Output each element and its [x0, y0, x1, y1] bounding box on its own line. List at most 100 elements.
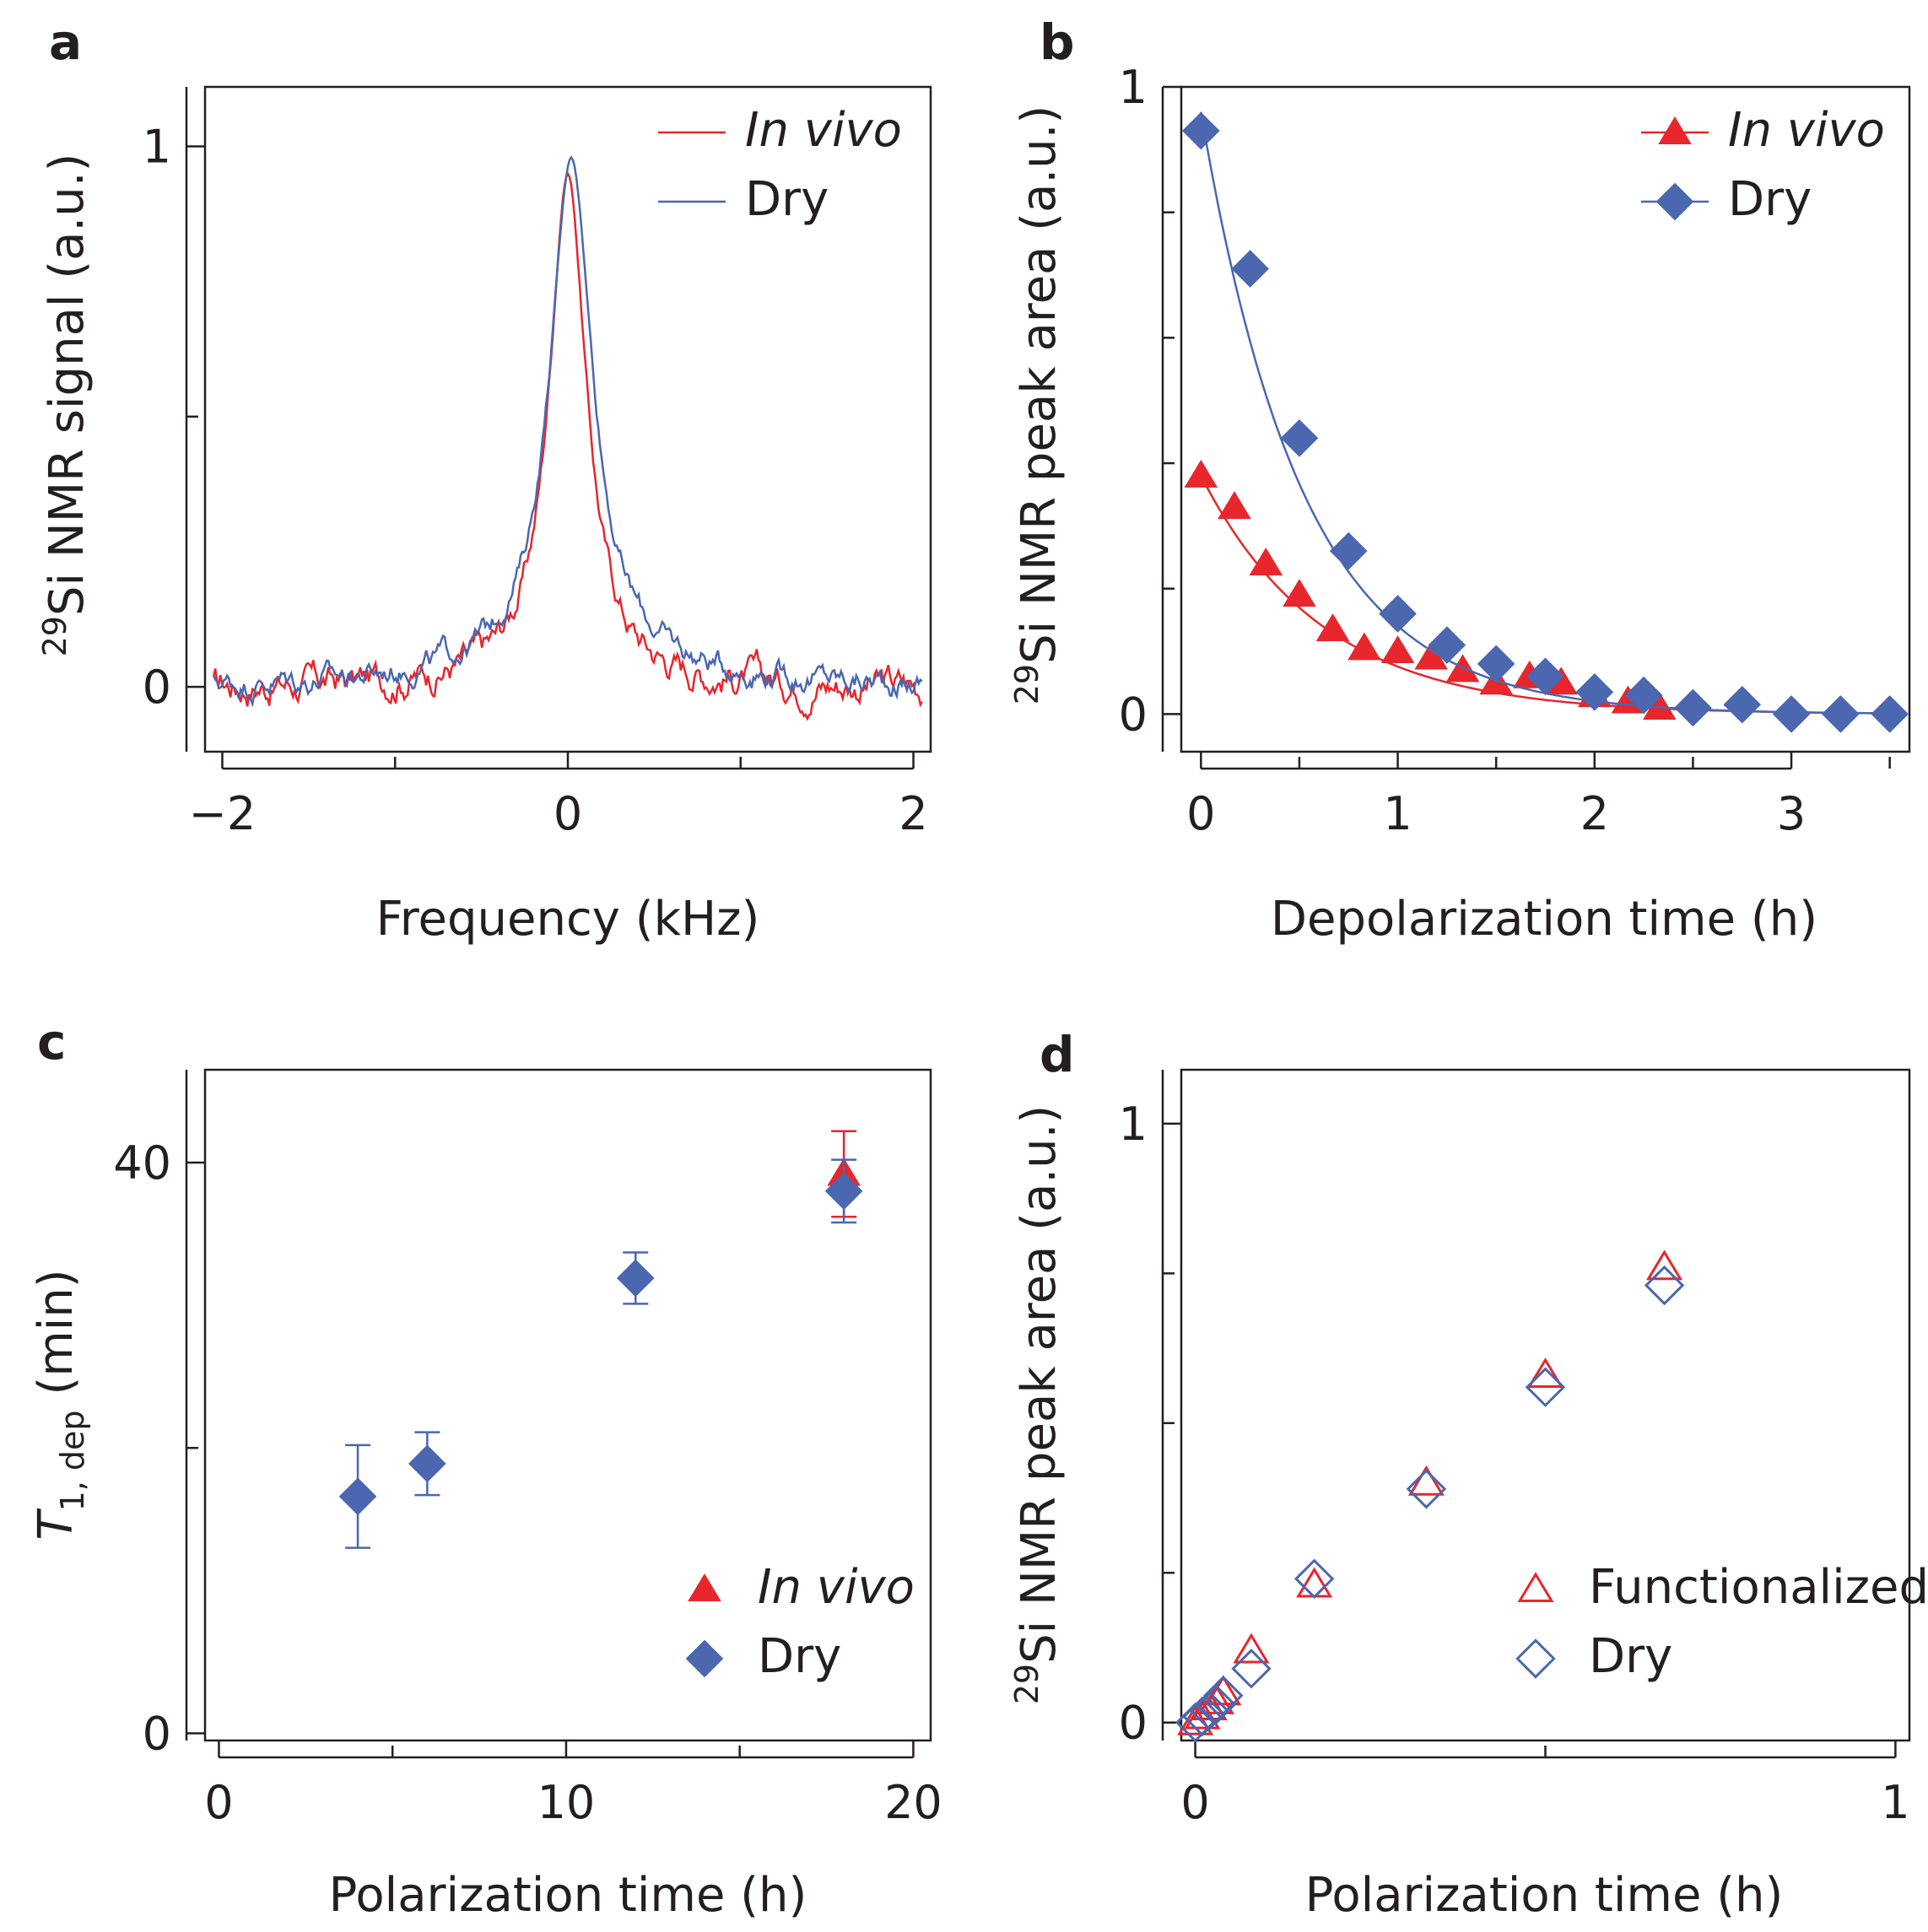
- y-axis-label-superscript: 29: [1008, 1664, 1045, 1704]
- data-point-dry: [1526, 657, 1564, 696]
- data-point-dry: [1196, 1684, 1237, 1725]
- y-tick-label: 1: [143, 120, 171, 173]
- legend-label: In vivo: [745, 103, 902, 158]
- data-point-dry: [338, 1477, 377, 1516]
- y-axis-label-superscript: 29: [1008, 664, 1045, 704]
- series-line-1: [213, 155, 923, 708]
- x-axis-label: Polarization time (h): [1305, 1868, 1784, 1923]
- data-point-in-vivo: [1249, 548, 1283, 575]
- y-axis-label-text: Si NMR peak area (a.u.): [1012, 105, 1067, 664]
- data-point-dry: [1871, 695, 1909, 733]
- data-point-dry: [1644, 1265, 1685, 1306]
- x-tick-label: −2: [189, 787, 257, 840]
- data-point-dry: [1280, 418, 1319, 457]
- x-axis-label: Depolarization time (h): [1271, 892, 1817, 947]
- series-line-0: [212, 171, 923, 721]
- data-point-functionalized: [1205, 1675, 1242, 1706]
- data-point-dry: [824, 1172, 863, 1211]
- data-point-dry: [408, 1444, 446, 1483]
- x-tick-label: 2: [899, 787, 927, 840]
- chart-panel-b: 0 1 2 3 0 1 Depolarization time (h) 29Si NMR pe…: [1008, 61, 1911, 947]
- chart-panel-a: −2 0 2 0 1 Frequency (kHz) 29Si NMR signal (a.…: [36, 85, 932, 947]
- data-point-functionalized: [1296, 1567, 1333, 1598]
- data-point-dry: [1293, 1558, 1335, 1600]
- legend-swatch-marker: [1517, 1572, 1554, 1602]
- y-tick-label: 0: [143, 661, 171, 714]
- legend-swatch-marker: [1655, 182, 1694, 221]
- data-point-dry: [1575, 673, 1614, 711]
- data-point-in-vivo: [1380, 635, 1415, 664]
- data-point-dry: [1182, 111, 1220, 150]
- y-axis-label-text: (min): [29, 1269, 84, 1410]
- y-tick-label: 0: [143, 1708, 171, 1761]
- legend-swatch-marker: [688, 1573, 721, 1601]
- plot-frame: [203, 1068, 932, 1742]
- plot-frame: [1180, 1068, 1911, 1742]
- data-point-in-vivo: [1184, 459, 1218, 488]
- data-point-dry: [1329, 532, 1368, 570]
- data-point-in-vivo: [1218, 491, 1251, 520]
- y-axis-label-superscript: 29: [36, 616, 73, 656]
- y-axis-label: T1, dep (min): [29, 1269, 91, 1540]
- legend-label: Dry: [745, 172, 829, 227]
- data-point-dry: [1406, 1469, 1447, 1509]
- x-tick-label: 2: [1580, 787, 1609, 840]
- data-point-dry: [1723, 685, 1762, 724]
- y-tick-label: 1: [1119, 1098, 1148, 1151]
- chart-panel-c: 0 10 20 0 40 Polarization time (h) T1, dep (mi…: [29, 1068, 942, 1923]
- panel-label-a: a: [49, 13, 82, 71]
- data-point-dry: [616, 1259, 655, 1298]
- chart-panel-d: 0 1 0 1 Polarization time (h) 29Si NMR peak a…: [1008, 1068, 1928, 1923]
- y-tick-label: 0: [1119, 688, 1148, 741]
- legend-swatch-marker: [1515, 1638, 1556, 1679]
- data-point-functionalized: [1233, 1632, 1270, 1664]
- y-tick-label: 0: [1119, 1697, 1148, 1750]
- data-point-dry: [1525, 1367, 1566, 1407]
- y-axis-label-text: Si NMR peak area (a.u.): [1012, 1105, 1067, 1664]
- data-point-dry: [1231, 1649, 1272, 1689]
- y-tick-label: 1: [1119, 61, 1148, 114]
- x-tick-label: 1: [1383, 787, 1412, 840]
- legend-label: In vivo: [1728, 103, 1885, 158]
- data-point-dry: [1772, 695, 1811, 733]
- y-tick-label: 40: [113, 1136, 171, 1190]
- legend-label: Dry: [1589, 1629, 1672, 1684]
- y-axis-label: 29Si NMR peak area (a.u.): [1008, 105, 1067, 705]
- y-axis-label: 29Si NMR signal (a.u.): [36, 154, 95, 657]
- x-tick-label: 20: [884, 1776, 942, 1829]
- data-point-dry: [1477, 645, 1515, 683]
- x-tick-label: 0: [204, 1776, 233, 1829]
- data-point-in-vivo: [1315, 613, 1350, 642]
- y-axis-label-subscript: 1, dep: [54, 1410, 91, 1511]
- y-axis-label-text: Si NMR signal (a.u.): [40, 154, 95, 616]
- data-point-in-vivo: [1347, 632, 1381, 661]
- legend-swatch-marker: [685, 1639, 724, 1678]
- data-point-dry: [1674, 688, 1712, 727]
- data-point-functionalized: [1526, 1357, 1564, 1389]
- x-tick-label: 1: [1881, 1776, 1909, 1829]
- x-tick-label: 0: [554, 787, 582, 840]
- data-point-dry: [1624, 676, 1663, 715]
- x-tick-label: 0: [1186, 787, 1215, 840]
- plot-frame: [1180, 85, 1911, 753]
- legend-label: Dry: [758, 1629, 841, 1684]
- data-point-functionalized: [1646, 1249, 1683, 1281]
- legend-label: Functionalized: [1589, 1560, 1928, 1615]
- legend-label: Dry: [1728, 172, 1812, 227]
- x-axis-label: Frequency (kHz): [376, 892, 760, 947]
- x-tick-label: 0: [1180, 1776, 1209, 1829]
- data-point-in-vivo: [1283, 579, 1316, 607]
- panel-label-c: c: [37, 1013, 66, 1071]
- y-axis-label-symbol: T: [29, 1508, 84, 1541]
- legend-swatch-marker: [1658, 116, 1692, 144]
- data-point-dry: [1231, 250, 1269, 288]
- data-point-dry: [1203, 1676, 1244, 1716]
- y-axis-label: 29Si NMR peak area (a.u.): [1008, 1105, 1067, 1705]
- x-tick-label: 10: [537, 1776, 596, 1829]
- data-point-dry: [1379, 595, 1417, 633]
- x-tick-label: 3: [1777, 787, 1806, 840]
- data-point-dry: [1822, 695, 1860, 733]
- data-point-dry: [1428, 626, 1466, 664]
- panel-label-b: b: [1040, 13, 1075, 71]
